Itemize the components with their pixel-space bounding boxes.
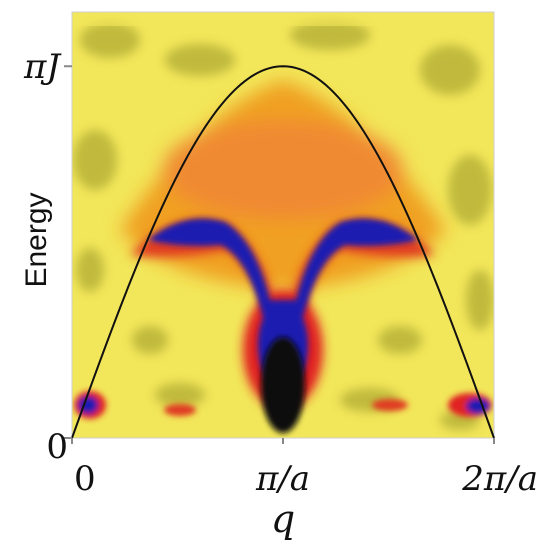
y-tick-label-1: πJ <box>23 47 62 87</box>
y-axis-label: Energy <box>20 192 53 287</box>
y-tick-label-0: 0 <box>46 427 68 467</box>
x-tick-label-2: 2π/a <box>461 459 538 499</box>
x-axis-label: q <box>271 497 295 541</box>
x-tick-label-1: π/a <box>255 459 310 499</box>
x-tick-label-0: 0 <box>74 459 96 499</box>
upper-boundary-curve <box>71 65 495 439</box>
intensity-heatmap <box>72 12 494 438</box>
